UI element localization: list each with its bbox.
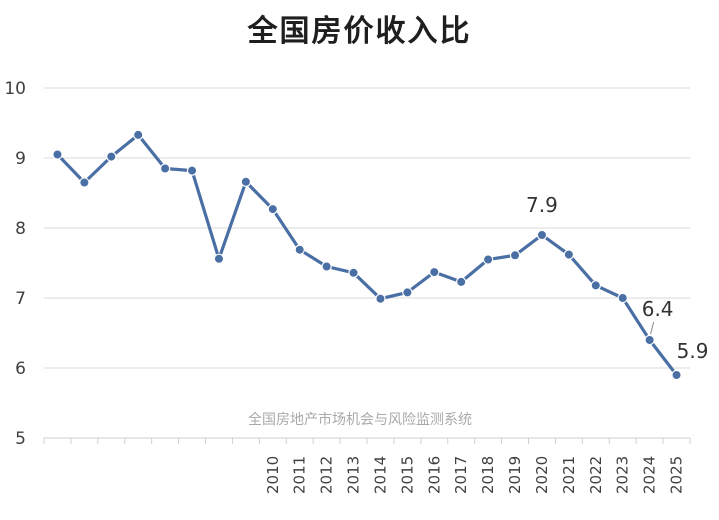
data-point — [509, 250, 521, 261]
x-tick-label: 2015 — [398, 456, 416, 494]
data-label: 6.4 — [642, 297, 674, 321]
y-axis: 5 6 7 8 9 10 — [4, 79, 26, 449]
data-label: 7.9 — [526, 193, 558, 217]
data-label: 5.9 — [677, 339, 709, 363]
data-labels: 7.9 6.45.9 — [526, 193, 708, 363]
data-point — [267, 203, 278, 215]
x-tick-label: 2022 — [587, 456, 605, 494]
data-point — [79, 177, 90, 188]
x-tick-label: 2019 — [506, 456, 524, 494]
data-point — [133, 129, 144, 141]
data-point — [294, 244, 305, 255]
label-leader-line — [650, 321, 655, 335]
y-tick-label: 10 — [4, 79, 26, 99]
x-tick-label: 2017 — [452, 456, 470, 494]
x-tick-label: 2016 — [425, 456, 443, 494]
data-point — [536, 229, 548, 241]
data-point — [186, 165, 198, 176]
data-point — [671, 369, 682, 381]
x-tick-label: 2025 — [668, 456, 686, 494]
data-point — [159, 163, 171, 174]
data-point — [321, 261, 332, 272]
data-point — [52, 149, 63, 160]
data-point — [348, 267, 359, 278]
x-tick-label: 2011 — [291, 456, 309, 494]
watermark-text: 全国房地产市场机会与风险监测系统 — [248, 411, 472, 428]
data-point — [563, 249, 575, 260]
y-tick-label: 5 — [15, 429, 26, 449]
series-line — [56, 133, 678, 376]
y-tick-label: 8 — [15, 219, 26, 239]
data-point — [617, 292, 628, 304]
x-tick-label: 2024 — [641, 456, 659, 494]
data-point — [213, 253, 225, 264]
data-point — [590, 280, 601, 291]
data-point — [375, 293, 386, 304]
x-tick-label: 2018 — [479, 456, 497, 494]
y-tick-label: 9 — [15, 149, 26, 169]
grid-layer — [44, 87, 690, 369]
data-point — [644, 334, 655, 346]
series-layer — [52, 129, 682, 381]
chart-title: 全国房价收入比 — [247, 14, 472, 49]
data-point — [106, 151, 117, 162]
x-tick-label: 2013 — [345, 456, 363, 494]
x-tick-label: 2010 — [264, 456, 282, 494]
x-tick-label: 2020 — [533, 456, 551, 494]
data-point — [240, 176, 252, 187]
data-point — [429, 266, 440, 278]
data-point — [402, 287, 413, 298]
data-point — [456, 276, 467, 288]
x-tick-label: 2023 — [614, 456, 632, 494]
data-point — [482, 254, 494, 265]
x-tick-label: 2014 — [371, 456, 389, 494]
x-tick-label: 2012 — [318, 456, 336, 494]
y-tick-label: 6 — [15, 359, 26, 379]
y-tick-label: 7 — [15, 289, 26, 309]
x-axis: 2010 2011 2012 2013 2014 2015 2016 2017 2018 2019… — [43, 437, 691, 494]
x-tick-label: 2021 — [560, 456, 578, 494]
